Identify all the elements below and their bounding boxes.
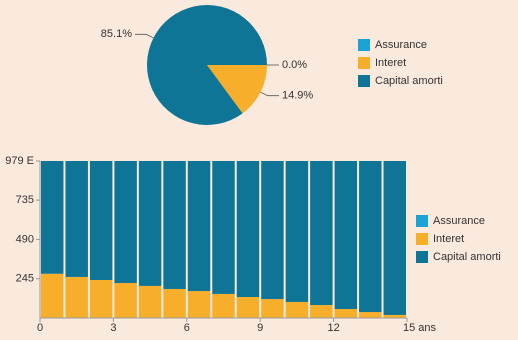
legend-label: Interet: [433, 233, 464, 245]
bar-segment: [261, 161, 284, 300]
x-tick-label: 6: [184, 322, 190, 334]
legend-label: Capital amorti: [375, 75, 443, 87]
bar-segment: [41, 161, 64, 274]
data-label: 0.0%: [282, 59, 307, 71]
x-tick-label: 9: [257, 322, 263, 334]
bar-segment: [359, 312, 382, 318]
legend-swatch: [358, 75, 370, 87]
x-tick-label: 0: [37, 322, 43, 334]
bar-segment: [89, 279, 113, 318]
x-tick-label: 12: [327, 322, 339, 334]
legend-swatch: [416, 215, 428, 227]
legend-swatch: [358, 39, 370, 51]
bar-segment: [359, 161, 382, 313]
bar-segment: [187, 291, 211, 318]
legend-label: Capital amorti: [433, 251, 501, 263]
bar-segment: [212, 293, 235, 318]
y-tick-label: 735: [16, 194, 34, 206]
bar-segment: [65, 276, 88, 318]
y-tick-label: 490: [16, 233, 34, 245]
legend-label: Assurance: [375, 39, 427, 51]
bar-segment: [310, 305, 333, 318]
pie-slice: [147, 5, 267, 126]
bar-segment: [310, 161, 333, 306]
bar-segment: [285, 161, 309, 302]
bar-segment: [261, 299, 284, 318]
data-label: 14.9%: [282, 90, 313, 102]
legend-swatch: [358, 57, 370, 69]
bar-segment: [334, 161, 358, 310]
bar-segment: [41, 273, 64, 318]
x-tick-label: 15 ans: [403, 322, 437, 334]
legend-label: Assurance: [433, 215, 485, 227]
leader-line: [260, 91, 279, 97]
bar-segment: [236, 161, 260, 297]
pie-slice: [207, 65, 267, 114]
x-tick-label: 3: [110, 322, 116, 334]
bar-segment: [212, 161, 235, 294]
legend-label: Interet: [375, 57, 406, 69]
legend-swatch: [416, 233, 428, 245]
bar-segment: [163, 161, 186, 289]
legend-swatch: [416, 251, 428, 263]
data-label: 85.1%: [101, 28, 132, 40]
bar-segment: [334, 309, 358, 318]
bar-segment: [383, 314, 406, 318]
bar-segment: [89, 161, 113, 280]
bar-segment: [114, 161, 137, 284]
bar-segment: [114, 283, 137, 318]
bar-segment: [285, 301, 309, 318]
bar-segment: [236, 296, 260, 318]
bar-segment: [138, 161, 162, 286]
bar-segment: [383, 161, 406, 315]
bar-segment: [187, 161, 211, 292]
leader-line: [135, 33, 154, 39]
bar-segment: [138, 285, 162, 318]
y-tick-label: 979 E: [5, 155, 34, 167]
y-tick-label: 245: [16, 273, 34, 285]
bar-segment: [163, 288, 186, 318]
bar-segment: [65, 161, 88, 277]
